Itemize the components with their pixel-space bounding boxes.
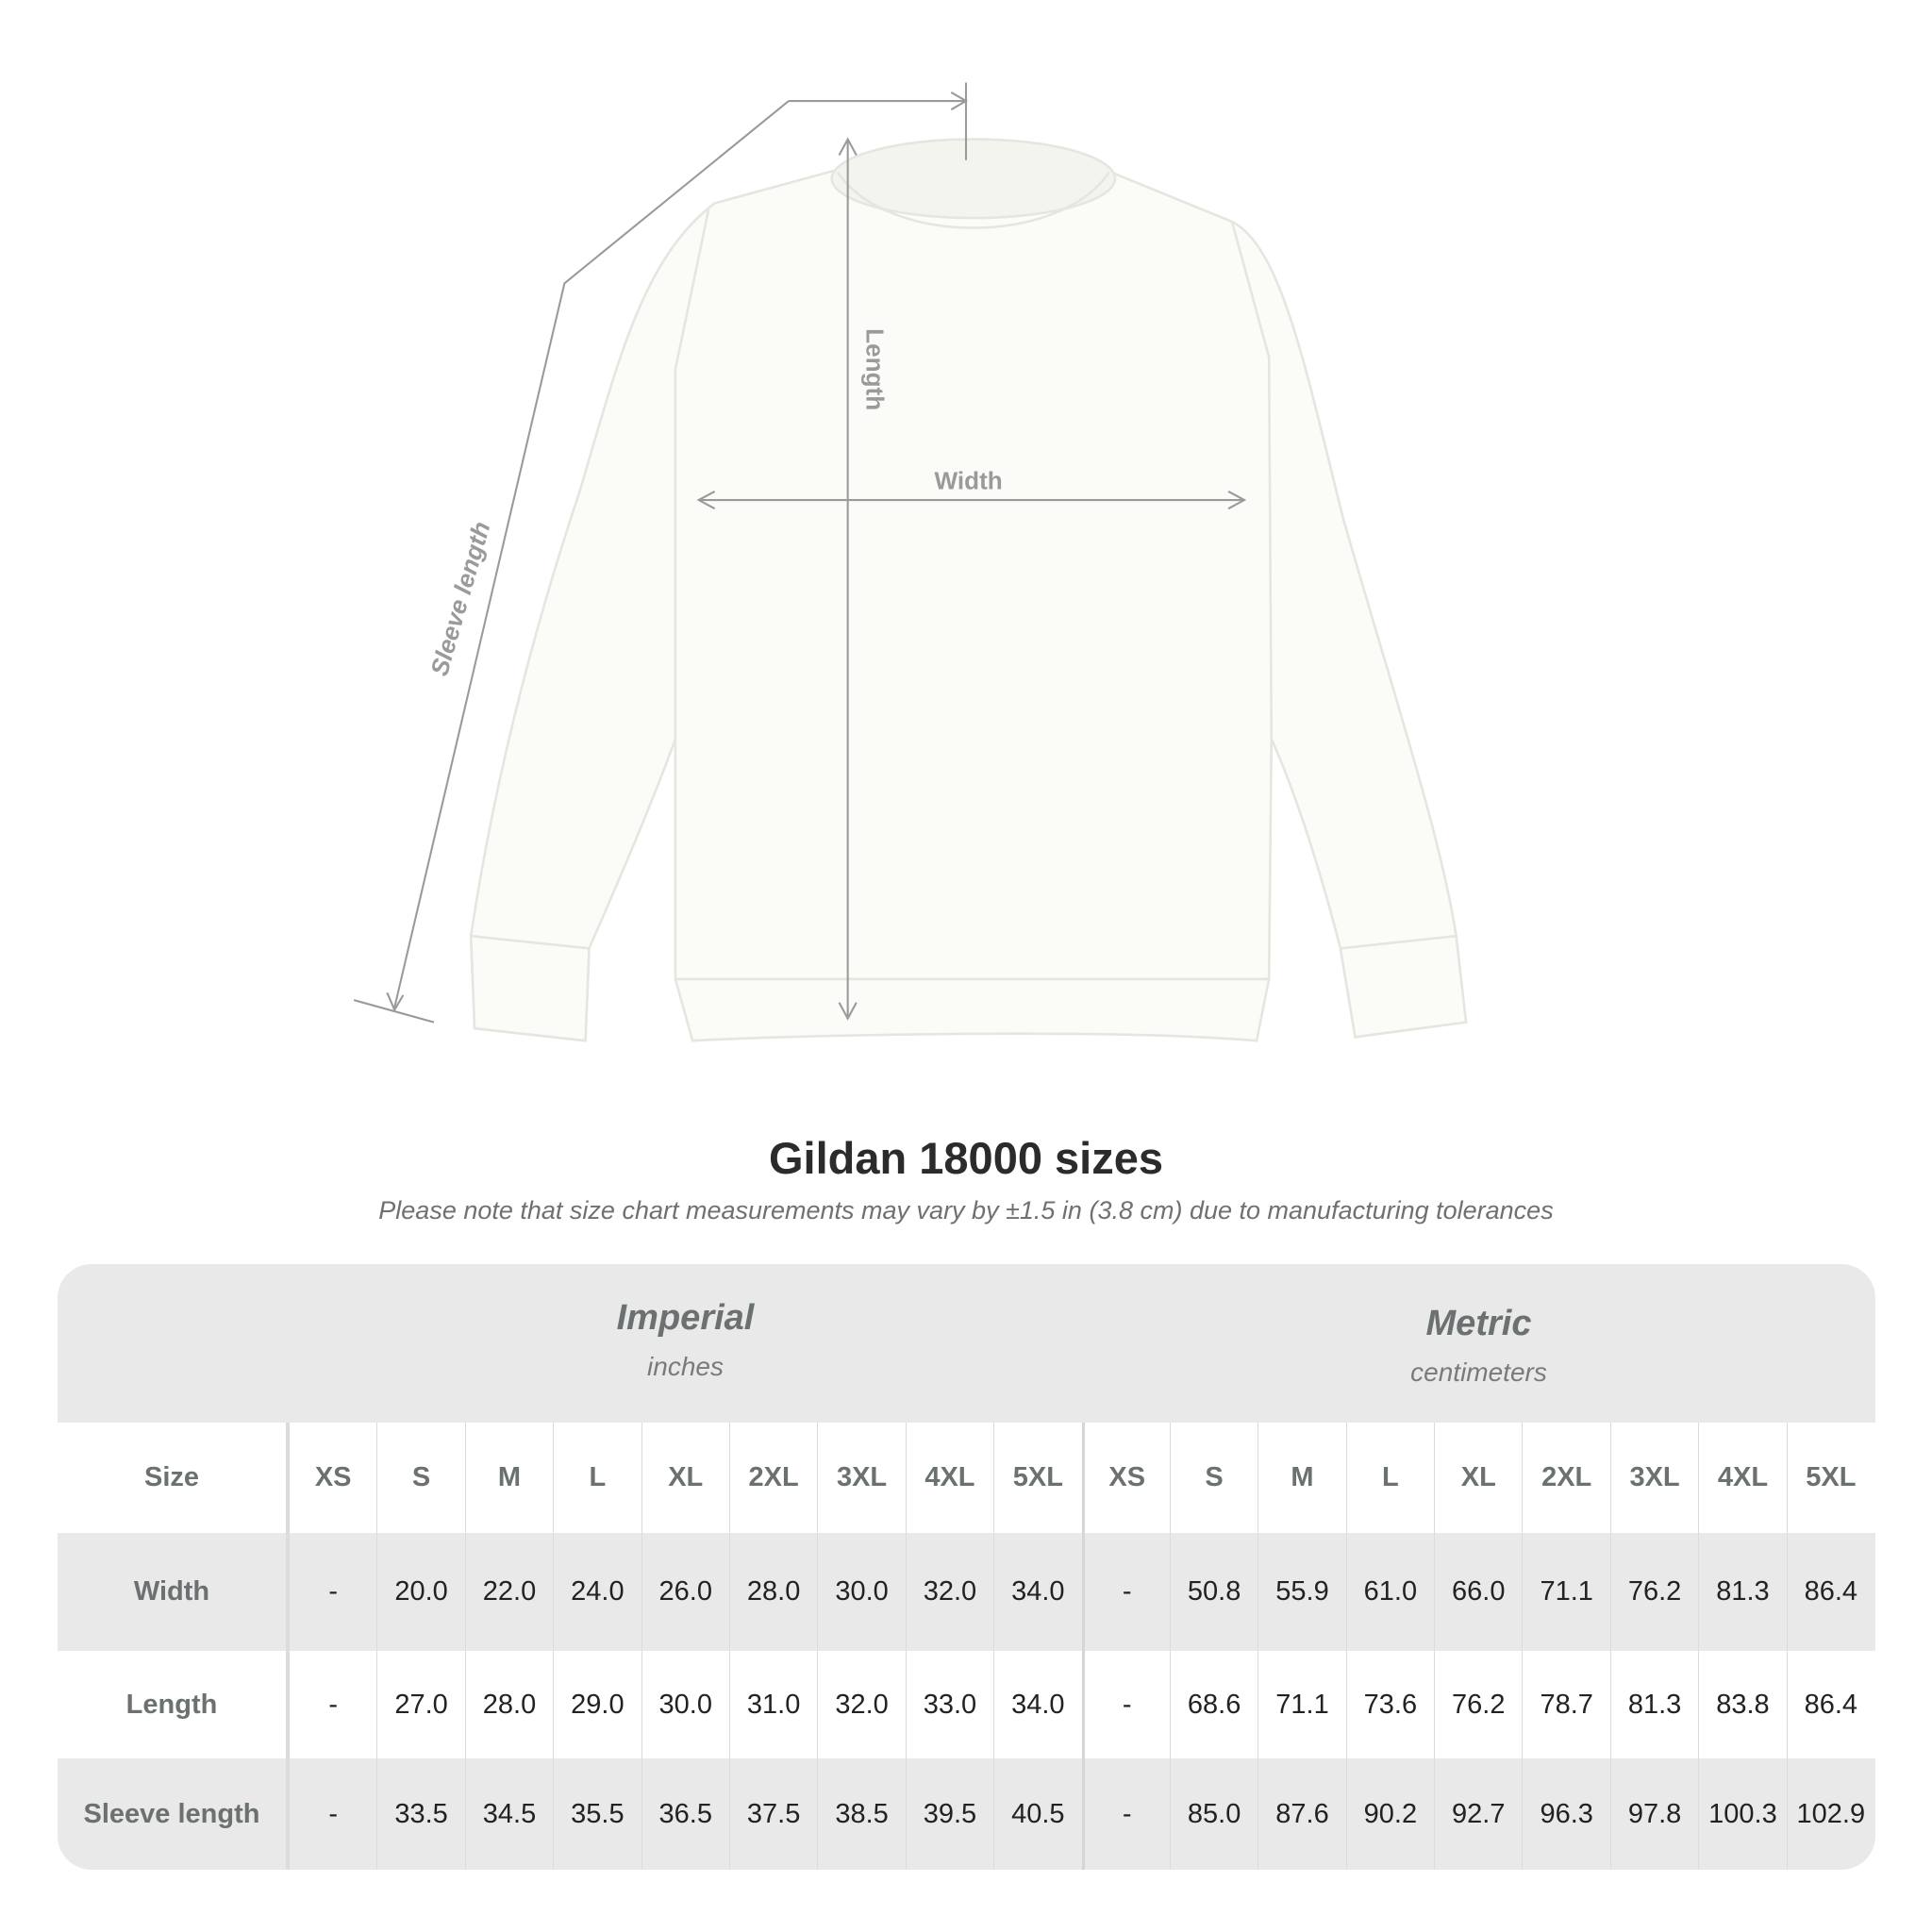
- imperial-value-cell: 37.5: [728, 1758, 817, 1870]
- metric-value-cell: 83.8: [1698, 1651, 1786, 1758]
- imperial-value-cell: 36.5: [641, 1758, 729, 1870]
- metric-value-cell: 66.0: [1434, 1533, 1522, 1651]
- imperial-value-cell: 34.5: [464, 1758, 553, 1870]
- imperial-unit: inches: [647, 1352, 724, 1381]
- table-row: Length -27.0 28.0 29.0 30.0 31.0 32.0 33.0 34.0-…: [58, 1651, 1875, 1758]
- size-header-cell: M: [464, 1423, 553, 1533]
- size-header-cell: L: [1345, 1423, 1434, 1533]
- imperial-value-cell: 28.0: [728, 1533, 817, 1651]
- metric-value-cell: -: [1081, 1758, 1170, 1870]
- sweatshirt-measurement-diagram: Length Width Sleeve length: [353, 82, 1468, 1042]
- size-header-cell: 4XL: [1698, 1423, 1786, 1533]
- width-label: Width: [934, 466, 1002, 494]
- row-label: Length: [58, 1651, 289, 1758]
- metric-value-cell: 97.8: [1609, 1758, 1698, 1870]
- imperial-value-cell: -: [289, 1651, 376, 1758]
- imperial-value-cell: 30.0: [641, 1651, 729, 1758]
- size-header-cell: 2XL: [728, 1423, 817, 1533]
- measurement-lines: [353, 82, 1247, 1024]
- metric-value-cell: 73.6: [1345, 1651, 1434, 1758]
- metric-unit: centimeters: [1410, 1357, 1547, 1387]
- size-header-cell: 3XL: [817, 1423, 905, 1533]
- size-header-cell: XL: [1434, 1423, 1522, 1533]
- metric-value-cell: -: [1081, 1533, 1170, 1651]
- size-header-cell: 3XL: [1609, 1423, 1698, 1533]
- metric-value-cell: 61.0: [1345, 1533, 1434, 1651]
- table-header: Imperial inches Metric centimeters: [58, 1264, 1875, 1423]
- metric-value-cell: 76.2: [1609, 1533, 1698, 1651]
- size-header-cell: S: [1169, 1423, 1257, 1533]
- imperial-value-cell: 31.0: [728, 1651, 817, 1758]
- imperial-value-cell: 24.0: [553, 1533, 641, 1651]
- imperial-value-cell: 32.0: [817, 1651, 905, 1758]
- size-header-cell: 5XL: [1786, 1423, 1874, 1533]
- sleeve-length-label: Sleeve length: [425, 519, 495, 679]
- metric-value-cell: 76.2: [1434, 1651, 1522, 1758]
- row-label: Width: [58, 1533, 289, 1651]
- size-header-cell: 5XL: [993, 1423, 1081, 1533]
- imperial-value-cell: 38.5: [817, 1758, 905, 1870]
- metric-value-cell: 90.2: [1345, 1758, 1434, 1870]
- imperial-value-cell: 40.5: [993, 1758, 1081, 1870]
- chart-title: Gildan 18000 sizes: [768, 1133, 1164, 1183]
- size-table: Imperial inches Metric centimeters Size X…: [58, 1264, 1875, 1870]
- imperial-value-cell: 22.0: [464, 1533, 553, 1651]
- size-header-cell: S: [376, 1423, 464, 1533]
- imperial-title: Imperial: [616, 1298, 755, 1338]
- tolerance-note: Please note that size chart measurements…: [378, 1196, 1554, 1224]
- length-label: Length: [860, 328, 889, 410]
- metric-value-cell: 55.9: [1257, 1533, 1345, 1651]
- metric-value-cell: 50.8: [1169, 1533, 1257, 1651]
- imperial-value-cell: 34.0: [993, 1533, 1081, 1651]
- metric-value-cell: 81.3: [1609, 1651, 1698, 1758]
- size-header-cell: L: [553, 1423, 641, 1533]
- imperial-value-cell: 27.0: [376, 1651, 464, 1758]
- imperial-value-cell: 34.0: [993, 1651, 1081, 1758]
- table-row: Sleeve length -33.5 34.5 35.5 36.5 37.5 38.5 39…: [58, 1758, 1875, 1870]
- imperial-value-cell: -: [289, 1533, 376, 1651]
- imperial-value-cell: 39.5: [905, 1758, 993, 1870]
- size-header-cell: XS: [1081, 1423, 1170, 1533]
- metric-value-cell: 87.6: [1257, 1758, 1345, 1870]
- imperial-value-cell: 32.0: [905, 1533, 993, 1651]
- imperial-value-cell: 29.0: [553, 1651, 641, 1758]
- imperial-header: Imperial inches: [289, 1298, 1082, 1382]
- metric-value-cell: 85.0: [1169, 1758, 1257, 1870]
- row-label: Sleeve length: [58, 1758, 289, 1870]
- metric-value-cell: 96.3: [1522, 1758, 1609, 1870]
- row-label: Size: [58, 1423, 289, 1533]
- size-header-cell: 2XL: [1522, 1423, 1609, 1533]
- metric-value-cell: 86.4: [1786, 1533, 1874, 1651]
- metric-value-cell: 102.9: [1786, 1758, 1874, 1870]
- imperial-value-cell: -: [289, 1758, 376, 1870]
- metric-header: Metric centimeters: [1082, 1304, 1875, 1388]
- imperial-value-cell: 26.0: [641, 1533, 729, 1651]
- metric-value-cell: 100.3: [1698, 1758, 1786, 1870]
- table-row: Width -20.0 22.0 24.0 26.0 28.0 30.0 32.0 34.0-5…: [58, 1533, 1875, 1651]
- imperial-value-cell: 33.0: [905, 1651, 993, 1758]
- imperial-value-cell: 20.0: [376, 1533, 464, 1651]
- size-header-row: Size XS S M L XL 2XL 3XL 4XL 5XL XS S M L XL 2XL 3XL 4XL 5…: [58, 1423, 1875, 1533]
- size-header-cell: M: [1257, 1423, 1345, 1533]
- size-header-cell: 4XL: [905, 1423, 993, 1533]
- imperial-value-cell: 33.5: [376, 1758, 464, 1870]
- imperial-value-cell: 28.0: [464, 1651, 553, 1758]
- metric-value-cell: 78.7: [1522, 1651, 1609, 1758]
- sweatshirt-illustration: [469, 138, 1468, 1042]
- metric-title: Metric: [1425, 1304, 1532, 1343]
- metric-value-cell: 68.6: [1169, 1651, 1257, 1758]
- metric-value-cell: 86.4: [1786, 1651, 1874, 1758]
- metric-value-cell: 71.1: [1522, 1533, 1609, 1651]
- size-header-cell: XL: [641, 1423, 729, 1533]
- metric-value-cell: -: [1081, 1651, 1170, 1758]
- imperial-value-cell: 35.5: [553, 1758, 641, 1870]
- metric-value-cell: 71.1: [1257, 1651, 1345, 1758]
- metric-value-cell: 81.3: [1698, 1533, 1786, 1651]
- size-header-cell: XS: [289, 1423, 376, 1533]
- metric-value-cell: 92.7: [1434, 1758, 1522, 1870]
- sleeve-length-line: [353, 82, 968, 1024]
- imperial-value-cell: 30.0: [817, 1533, 905, 1651]
